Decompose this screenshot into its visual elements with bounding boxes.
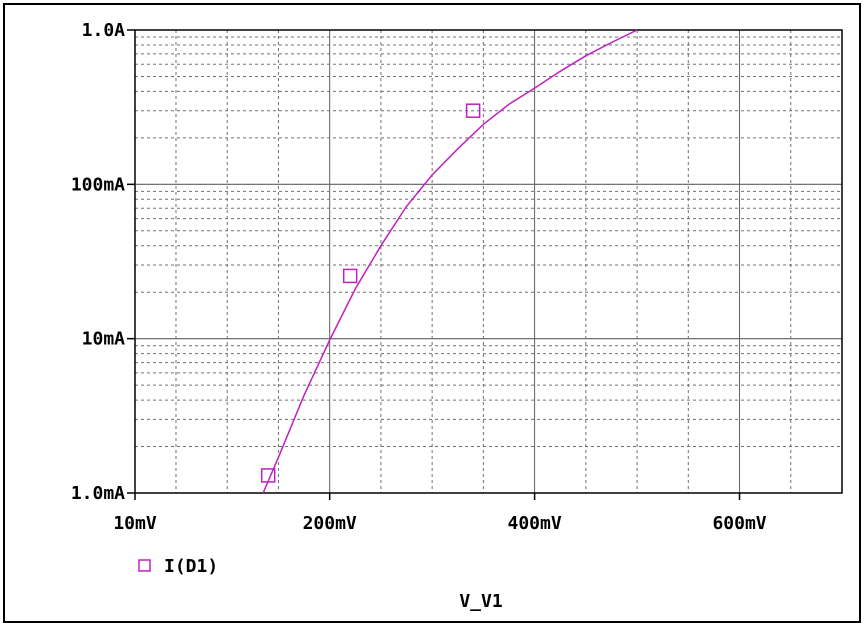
x-axis-label: V_V1 [459,591,502,612]
x-tick-label: 600mV [712,513,766,534]
x-tick-label: 200mV [303,513,357,534]
series-marker-square [465,103,481,118]
series-layer [260,29,638,494]
legend-label: I(D1) [164,556,218,577]
plot-area [134,29,843,494]
grid [135,30,842,493]
y-tick-label: 10mA [82,329,126,350]
axis-ticks: 1.0mA 10mA 100mA 1.0A 10mV 200mV 400mV 600mV [71,20,767,534]
legend-marker-square [138,559,151,572]
series-marker-square [260,468,276,483]
x-tick-label: 400mV [508,513,562,534]
y-tick-label: 1.0mA [71,483,125,504]
x-tick-label: 10mV [113,513,157,534]
series-marker-square [342,268,358,284]
series-line-i-d1 [262,29,638,494]
y-tick-label: 1.0A [82,20,126,41]
legend: I(D1) [138,556,218,577]
y-tick-label: 100mA [71,174,125,195]
